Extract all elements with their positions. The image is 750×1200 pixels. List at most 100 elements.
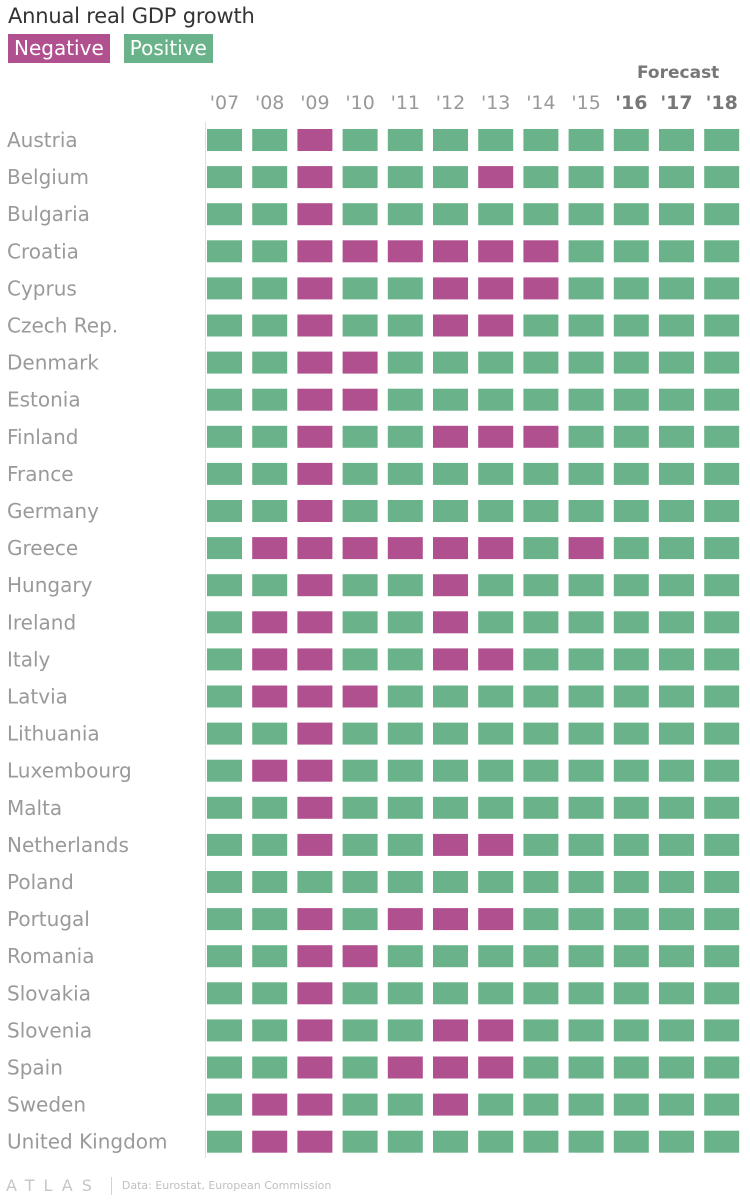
heatmap-cell bbox=[478, 1093, 514, 1116]
heatmap-cell bbox=[433, 833, 468, 856]
heatmap-cell bbox=[387, 166, 423, 189]
heatmap-cell bbox=[297, 203, 333, 226]
heatmap-cell bbox=[342, 1130, 378, 1153]
heatmap-cell bbox=[659, 166, 694, 189]
heatmap-cell bbox=[297, 351, 333, 374]
heatmap-cell bbox=[387, 908, 423, 931]
heatmap-cell bbox=[342, 945, 378, 968]
heatmap-cell bbox=[568, 945, 604, 968]
heatmap-cell bbox=[342, 537, 378, 560]
heatmap-cell bbox=[207, 500, 242, 522]
legend: Negative Positive bbox=[8, 34, 213, 63]
heatmap-cell bbox=[252, 1130, 288, 1153]
heatmap-cell bbox=[613, 759, 649, 782]
heatmap-cell bbox=[297, 982, 333, 1005]
heatmap-cell bbox=[568, 462, 604, 485]
heatmap-cell bbox=[252, 462, 288, 485]
heatmap-cell bbox=[252, 982, 288, 1005]
heatmap-cell bbox=[387, 240, 423, 263]
heatmap-cell bbox=[387, 1130, 423, 1153]
heatmap-cell bbox=[704, 648, 740, 671]
heatmap-cell bbox=[433, 1093, 468, 1116]
heatmap-cell bbox=[659, 1093, 694, 1116]
heatmap-cell bbox=[478, 871, 514, 893]
heatmap-cell bbox=[342, 314, 378, 337]
heatmap-cell bbox=[568, 574, 604, 597]
heatmap-cell bbox=[433, 1130, 468, 1153]
country-label: Cyprus bbox=[7, 276, 77, 300]
heatmap-cell bbox=[478, 240, 514, 263]
country-label: Ireland bbox=[7, 610, 76, 634]
heatmap-cell bbox=[207, 871, 242, 893]
country-label: Slovenia bbox=[7, 1018, 92, 1042]
heatmap-cell bbox=[252, 129, 288, 151]
heatmap-cell bbox=[568, 351, 604, 374]
heatmap-cell bbox=[297, 871, 333, 893]
year-label: '08 bbox=[255, 92, 284, 114]
heatmap-cell bbox=[297, 1130, 333, 1153]
heatmap-cell bbox=[297, 611, 333, 634]
heatmap-cell bbox=[659, 796, 694, 819]
heatmap-cell bbox=[613, 203, 649, 226]
heatmap-cell bbox=[252, 908, 288, 931]
heatmap-cell bbox=[387, 500, 423, 522]
heatmap-cell bbox=[297, 685, 333, 708]
heatmap-cell bbox=[568, 240, 604, 263]
heatmap-cell bbox=[613, 425, 649, 448]
heatmap-cell bbox=[297, 796, 333, 819]
heatmap-cell bbox=[478, 611, 514, 634]
heatmap-cell bbox=[613, 388, 649, 411]
heatmap-cell bbox=[523, 462, 559, 485]
heatmap-cell bbox=[613, 611, 649, 634]
heatmap-cell bbox=[387, 462, 423, 485]
heatmap-cell bbox=[252, 1019, 288, 1042]
heatmap-cell bbox=[252, 945, 288, 968]
heatmap-cell bbox=[207, 648, 242, 671]
heatmap-cell bbox=[704, 908, 740, 931]
heatmap-cell bbox=[659, 351, 694, 374]
heatmap-cell bbox=[523, 1056, 559, 1079]
heatmap-cell bbox=[433, 129, 468, 151]
heatmap-cell bbox=[252, 722, 288, 745]
heatmap-cell bbox=[387, 203, 423, 226]
heatmap-cell bbox=[207, 425, 242, 448]
heatmap-cell bbox=[568, 908, 604, 931]
heatmap-cell bbox=[659, 129, 694, 151]
heatmap-cell bbox=[523, 611, 559, 634]
heatmap-cell bbox=[478, 833, 514, 856]
heatmap-cell bbox=[659, 908, 694, 931]
heatmap-cell bbox=[523, 1130, 559, 1153]
heatmap-cell bbox=[523, 240, 559, 263]
heatmap-cell bbox=[659, 500, 694, 522]
heatmap-cell bbox=[568, 685, 604, 708]
heatmap-cell bbox=[704, 425, 740, 448]
heatmap-cell bbox=[387, 537, 423, 560]
heatmap-cell bbox=[478, 388, 514, 411]
heatmap-cell bbox=[342, 908, 378, 931]
heatmap-cell bbox=[433, 240, 468, 263]
country-label: Czech Rep. bbox=[7, 314, 118, 338]
heatmap-chart: '07 '08 '09 '10 '11 '12 '13 '14 '15 '16 '17 '18 Aust… bbox=[7, 92, 740, 1158]
heatmap-cell bbox=[207, 908, 242, 931]
country-label: Croatia bbox=[7, 239, 79, 263]
heatmap-cell bbox=[478, 722, 514, 745]
heatmap-cell bbox=[568, 277, 604, 300]
heatmap-cell bbox=[704, 277, 740, 300]
heatmap-cell bbox=[613, 1130, 649, 1153]
heatmap-cell bbox=[613, 462, 649, 485]
heatmap-cell bbox=[478, 648, 514, 671]
heatmap-cell bbox=[342, 685, 378, 708]
heatmap-cell bbox=[704, 537, 740, 560]
heatmap-cell bbox=[523, 129, 559, 151]
heatmap-cell bbox=[387, 722, 423, 745]
heatmap-cell bbox=[252, 166, 288, 189]
heatmap-cell bbox=[387, 314, 423, 337]
heatmap-cell bbox=[297, 833, 333, 856]
heatmap-cell bbox=[523, 203, 559, 226]
heatmap-cell bbox=[387, 759, 423, 782]
legend-positive: Positive bbox=[123, 34, 213, 63]
heatmap-cell bbox=[297, 314, 333, 337]
year-label: '17 bbox=[660, 92, 692, 114]
heatmap-cell bbox=[659, 945, 694, 968]
heatmap-cell bbox=[207, 240, 242, 263]
